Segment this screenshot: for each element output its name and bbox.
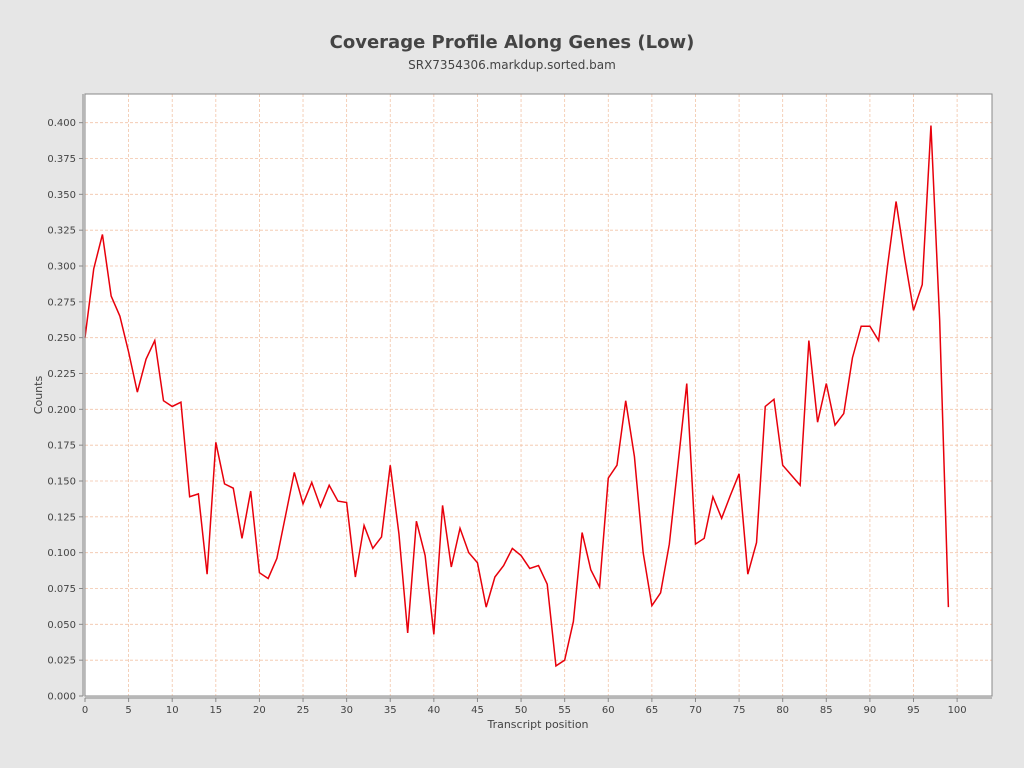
y-tick-label: 0.275 bbox=[47, 297, 76, 308]
y-tick-label: 0.200 bbox=[47, 405, 76, 416]
y-tick-label: 0.125 bbox=[47, 512, 76, 523]
x-tick-label: 85 bbox=[820, 705, 833, 716]
x-tick-label: 20 bbox=[253, 705, 266, 716]
y-tick-label: 0.150 bbox=[47, 477, 76, 488]
x-tick-label: 55 bbox=[558, 705, 571, 716]
x-tick-label: 5 bbox=[125, 705, 131, 716]
chart-subtitle: SRX7354306.markdup.sorted.bam bbox=[408, 58, 616, 72]
x-tick-label: 50 bbox=[515, 705, 528, 716]
x-tick-label: 30 bbox=[340, 705, 353, 716]
plot-area bbox=[85, 94, 992, 696]
x-axis-label: Transcript position bbox=[486, 718, 588, 731]
y-tick-label: 0.375 bbox=[47, 154, 76, 165]
x-tick-label: 15 bbox=[209, 705, 222, 716]
series-line-coverage bbox=[84, 125, 950, 668]
y-tick-label: 0.325 bbox=[47, 226, 76, 237]
x-tick-label: 75 bbox=[733, 705, 746, 716]
x-tick-label: 100 bbox=[948, 705, 967, 716]
y-tick-label: 0.025 bbox=[47, 656, 76, 667]
x-tick-label: 35 bbox=[384, 705, 397, 716]
y-tick-label: 0.300 bbox=[47, 262, 76, 273]
y-tick-label: 0.250 bbox=[47, 333, 76, 344]
y-axis-label: Counts bbox=[32, 376, 45, 415]
x-tick-label: 95 bbox=[907, 705, 920, 716]
x-tick-label: 70 bbox=[689, 705, 702, 716]
x-tick-label: 10 bbox=[166, 705, 179, 716]
x-tick-label: 25 bbox=[297, 705, 310, 716]
x-tick-label: 45 bbox=[471, 705, 484, 716]
series-layer bbox=[84, 125, 950, 668]
x-tick-label: 60 bbox=[602, 705, 615, 716]
y-tick-label: 0.100 bbox=[47, 548, 76, 559]
x-tick-label: 80 bbox=[776, 705, 789, 716]
y-tick-label: 0.175 bbox=[47, 441, 76, 452]
x-axis-ticks: 0 5 10 15 20 25 30 35 40 45 50 55 60 65 70 75 80 85 90 95 10… bbox=[82, 698, 967, 716]
x-tick-label: 90 bbox=[864, 705, 877, 716]
y-axis-ticks: 0.000 0.025 0.050 0.075 0.100 0.125 0.150 0.175… bbox=[47, 118, 83, 703]
y-tick-label: 0.000 bbox=[47, 692, 76, 703]
y-tick-label: 0.225 bbox=[47, 369, 76, 380]
x-tick-label: 0 bbox=[82, 705, 88, 716]
x-tick-label: 65 bbox=[646, 705, 659, 716]
y-tick-label: 0.050 bbox=[47, 620, 76, 631]
y-tick-label: 0.075 bbox=[47, 584, 76, 595]
x-tick-label: 40 bbox=[427, 705, 440, 716]
y-tick-label: 0.400 bbox=[47, 118, 76, 129]
y-tick-label: 0.350 bbox=[47, 190, 76, 201]
chart-title: Coverage Profile Along Genes (Low) bbox=[330, 32, 695, 53]
plot-frame bbox=[84, 93, 993, 697]
